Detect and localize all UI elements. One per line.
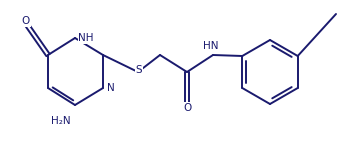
Text: O: O [183, 103, 191, 113]
Text: N: N [107, 83, 115, 93]
Text: H₂N: H₂N [51, 116, 71, 126]
Text: S: S [136, 65, 142, 75]
Text: HN: HN [203, 41, 219, 51]
Text: O: O [22, 16, 30, 26]
Text: NH: NH [78, 33, 94, 43]
